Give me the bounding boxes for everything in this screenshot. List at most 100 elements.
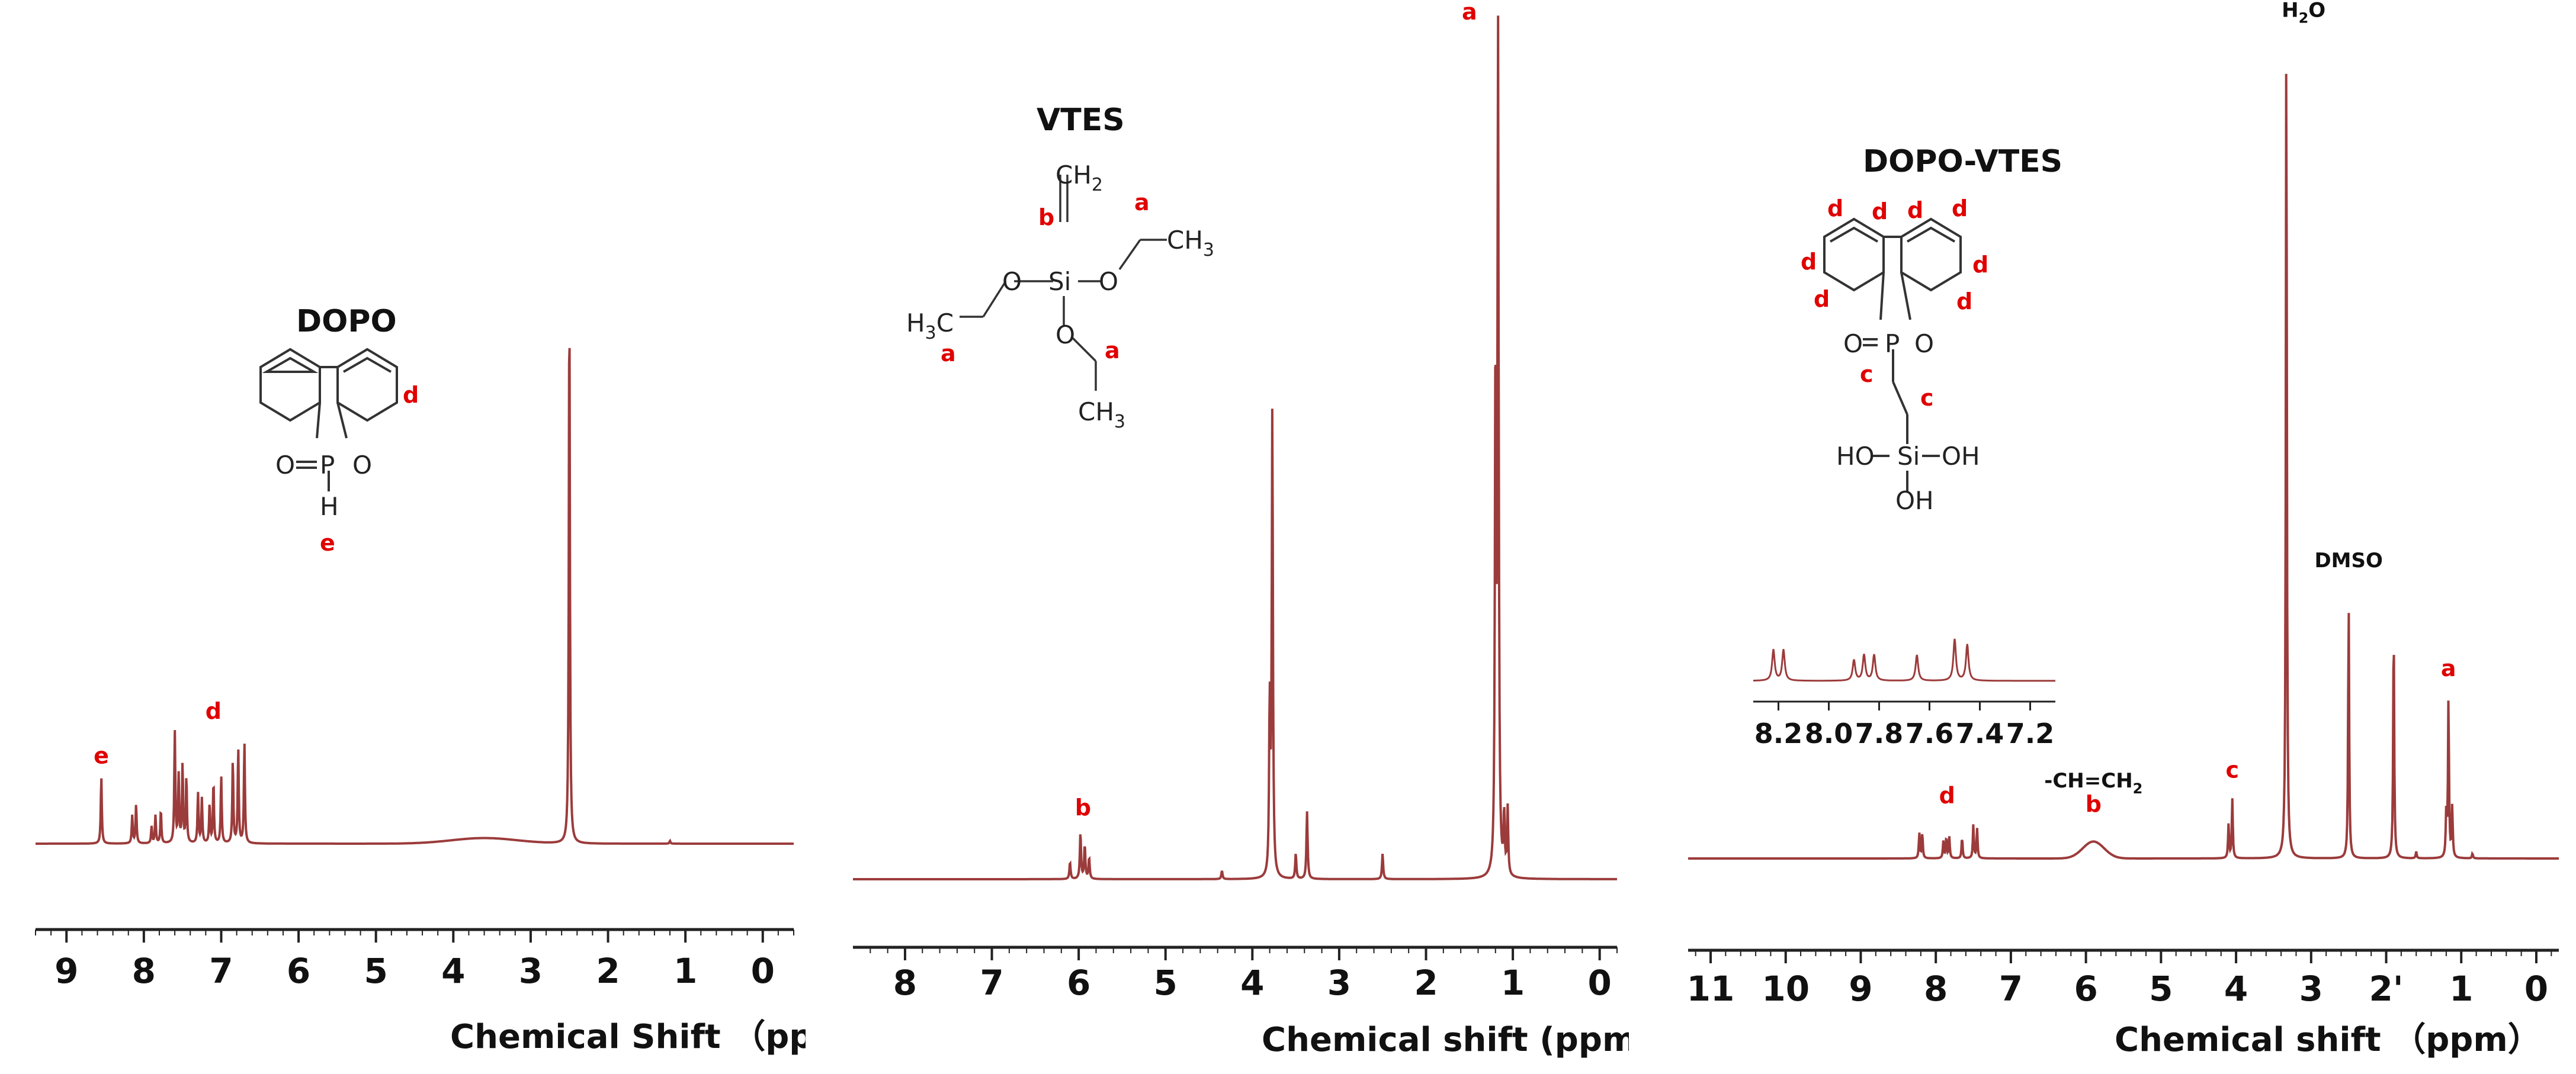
dopo-vtes-inset-line — [1753, 638, 2056, 682]
dopo-vtes-structure-title: DOPO-VTES — [1863, 144, 2062, 179]
dopo-vtes-struct-c2: c — [1920, 385, 1934, 411]
dopo-structure-label-e: e — [320, 530, 335, 556]
peak-label-e: e — [94, 743, 109, 769]
inset-tick-label: 7.8 — [1855, 718, 1904, 750]
dopo-vtes-x-axis-title: Chemical shift （ppm） — [2115, 1021, 2541, 1059]
peak-label-b: b — [1075, 795, 1091, 821]
tick-label: 4 — [2224, 969, 2248, 1009]
dopo-atom-h: H — [320, 492, 339, 521]
tick-label: 2' — [2369, 969, 2403, 1009]
dopo-vtes-annotations: -CH=CH2 H2O DMSO — [2044, 0, 2383, 797]
solvent-label: H2O — [2282, 0, 2325, 27]
vtes-structure-label-a-3: a — [1105, 337, 1120, 364]
inset-tick-label: 7.4 — [1956, 718, 2004, 750]
vtes-structure-label-b: b — [1038, 204, 1054, 230]
vtes-x-ticks: 8 7 6 5 4 3 2 1 0 — [870, 947, 1618, 1003]
vtes-structure-label-a-2: a — [941, 340, 956, 366]
tick-label: 9 — [54, 951, 78, 991]
peak-label-a: a — [2441, 655, 2456, 681]
vtes-atom-o-down: O — [1056, 320, 1075, 349]
tick-label: 1 — [673, 951, 697, 991]
dopo-vtes-atom-oh-bottom: OH — [1895, 486, 1934, 515]
tick-label: 5 — [364, 951, 388, 991]
inset-tick-label: 7.2 — [2006, 718, 2055, 750]
tick-label: 9 — [1849, 969, 1872, 1009]
peak-label-d: d — [1939, 783, 1955, 809]
dopo-vtes-structure: DOPO-VTES P O O Si HO — [1801, 144, 2062, 515]
tick-label: 1 — [1501, 963, 1525, 1003]
dopo-vtes-struct-d8: d — [1956, 288, 1972, 314]
dopo-vtes-struct-d3: d — [1907, 197, 1923, 223]
tick-label: 10 — [1762, 969, 1810, 1009]
solvent-label: DMSO — [2314, 549, 2382, 573]
vtes-x-axis-title: Chemical shift (ppm) — [1262, 1021, 1629, 1059]
dopo-vtes-atom-o-double: O — [1843, 329, 1863, 358]
dopo-vtes-struct-d4: d — [1952, 195, 1968, 221]
vtes-structure: VTES CH2 Si O O O CH3 H3C CH3 b — [906, 102, 1214, 432]
dopo-vtes-atom-si: Si — [1897, 442, 1920, 471]
dopo-atom-o-double: O — [275, 451, 295, 480]
vtes-group-ch2: CH2 — [1056, 160, 1103, 195]
tick-label: 6 — [287, 951, 310, 991]
vtes-structure-title: VTES — [1037, 102, 1125, 138]
tick-label: 0 — [2524, 969, 2548, 1009]
peak-label-c: c — [2225, 757, 2239, 783]
dopo-spectrum-line — [36, 348, 794, 845]
dopo-vtes-peak-labels: d b c a — [1939, 655, 2456, 817]
tick-label: 7 — [980, 963, 1003, 1003]
tick-label: 1 — [2449, 969, 2473, 1009]
vtes-group-ch3-right: CH3 — [1167, 226, 1214, 261]
tick-label: 4 — [441, 951, 465, 991]
dopo-vtes-struct-d1: d — [1827, 195, 1843, 221]
peak-label-b: b — [2086, 791, 2102, 817]
inset-tick-label: 8.0 — [1805, 718, 1853, 750]
vtes-atom-o-left: O — [1002, 267, 1022, 296]
tick-label: 0 — [751, 951, 775, 991]
tick-label: 7 — [209, 951, 233, 991]
tick-label: 5 — [1154, 963, 1178, 1003]
peak-label-a: a — [1462, 0, 1477, 25]
vtes-group-ch3-bottom: CH3 — [1078, 397, 1125, 432]
vtes-group-h3c-left: H3C — [906, 308, 954, 343]
dopo-x-ticks: 9 8 7 6 5 4 3 2 1 0 — [35, 930, 794, 991]
tick-label: 8 — [893, 963, 917, 1003]
tick-label: 7 — [1999, 969, 2023, 1009]
tick-label: 8 — [1924, 969, 1948, 1009]
dopo-structure: DOPO P O O H d e — [259, 304, 419, 556]
dopo-vtes-inset-ticks: 8.2 8.0 7.8 7.6 7.4 7.2 — [1754, 702, 2055, 750]
tick-label: 3 — [519, 951, 543, 991]
tick-label: 3 — [1327, 963, 1351, 1003]
dopo-vtes-atom-oh-right: OH — [1942, 442, 1980, 471]
tick-label: 8 — [132, 951, 156, 991]
dopo-vtes-struct-d6: d — [1972, 252, 1988, 278]
dopo-x-axis-title: Chemical Shift （ppm) — [450, 1018, 806, 1056]
tick-label: 0 — [1588, 963, 1612, 1003]
tick-label: 3 — [2299, 969, 2323, 1009]
vtes-atom-si: Si — [1048, 267, 1071, 296]
dopo-vtes-inset: 8.2 8.0 7.8 7.6 7.4 7.2 — [1753, 638, 2056, 750]
inset-tick-label: 8.2 — [1754, 718, 1803, 750]
tick-label: 4 — [1240, 963, 1264, 1003]
tick-label: 2 — [596, 951, 620, 991]
tick-label: 5 — [2149, 969, 2173, 1009]
tick-label: 11 — [1687, 969, 1735, 1009]
vtes-atom-o-right: O — [1099, 267, 1118, 296]
dopo-structure-title: DOPO — [296, 304, 397, 339]
dopo-peak-labels: ed — [94, 698, 222, 769]
dopo-vtes-atom-p: P — [1885, 329, 1900, 358]
inset-tick-label: 7.6 — [1905, 718, 1954, 750]
vtes-structure-label-a-1: a — [1134, 189, 1150, 216]
tick-label: 6 — [1067, 963, 1090, 1003]
peak-label-d: d — [206, 698, 222, 724]
tick-label: 2 — [1414, 963, 1438, 1003]
vtes-peak-labels: ba — [1075, 0, 1477, 821]
dopo-vtes-struct-d5: d — [1801, 249, 1817, 275]
dopo-vtes-atom-o-ring: O — [1914, 329, 1934, 358]
dopo-structure-label-d: d — [403, 382, 419, 408]
solvent-label: -CH=CH2 — [2044, 769, 2142, 797]
dopo-vtes-spectrum-line — [1688, 73, 2559, 860]
dopo-vtes-struct-d2: d — [1872, 198, 1888, 224]
dopo-vtes-x-ticks: 11 10 9 8 7 6 5 4 3 2' 1 0 — [1687, 950, 2552, 1009]
